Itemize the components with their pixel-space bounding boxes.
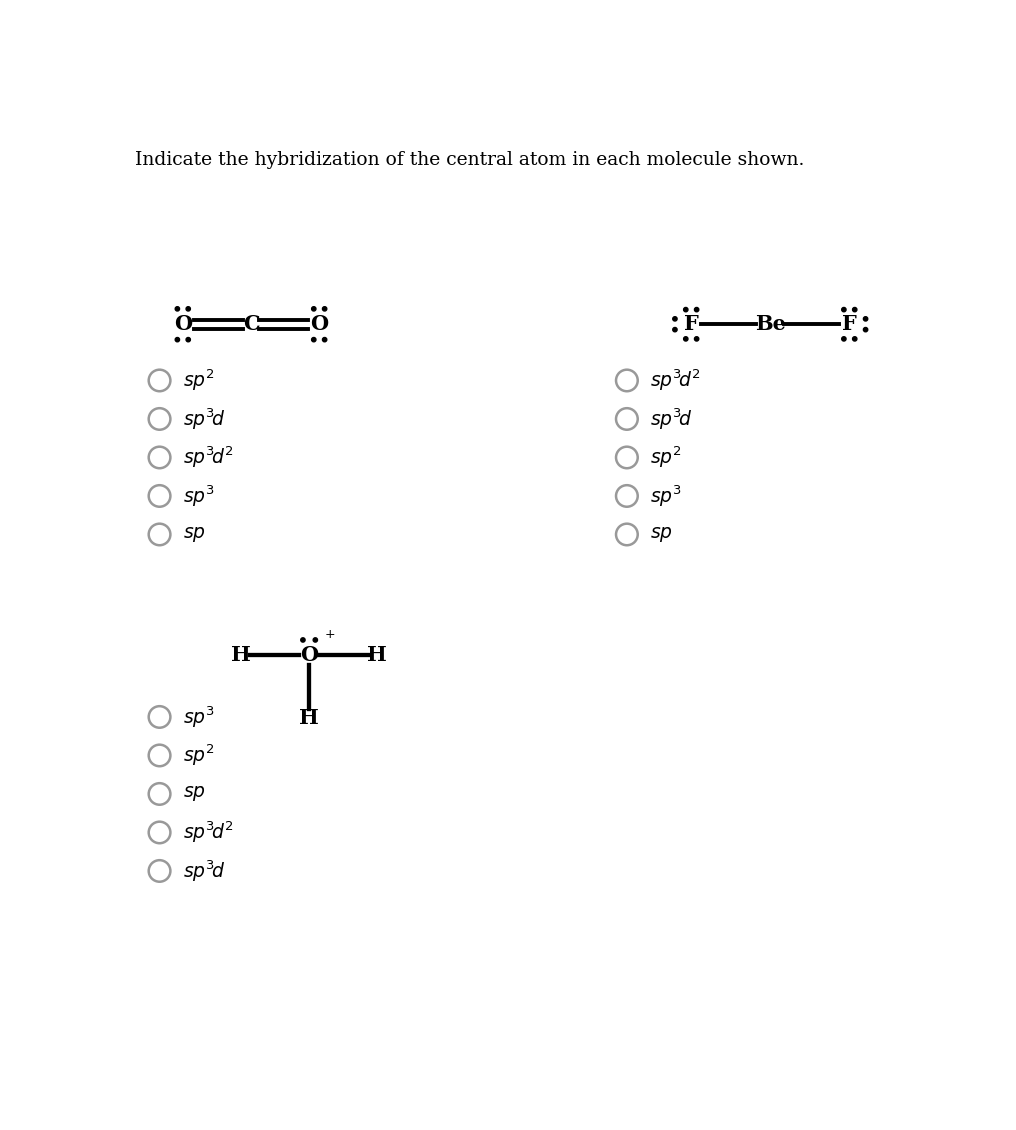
Circle shape xyxy=(864,316,868,321)
Text: $\it{sp}^3\!\it{d}^2$: $\it{sp}^3\!\it{d}^2$ xyxy=(650,367,701,393)
Circle shape xyxy=(313,637,317,642)
Text: $\it{sp}^3\!\it{d}$: $\it{sp}^3\!\it{d}$ xyxy=(650,406,693,432)
Text: $\it{sp}^2$: $\it{sp}^2$ xyxy=(183,367,214,393)
Text: Be: Be xyxy=(755,314,785,334)
Text: H: H xyxy=(231,645,251,666)
Circle shape xyxy=(673,328,677,332)
Text: $\it{sp}^3\!\it{d}$: $\it{sp}^3\!\it{d}$ xyxy=(183,858,226,884)
Circle shape xyxy=(322,338,327,341)
Circle shape xyxy=(684,307,688,312)
Text: $\it{sp}$: $\it{sp}$ xyxy=(650,525,673,544)
Text: Indicate the hybridization of the central atom in each molecule shown.: Indicate the hybridization of the centra… xyxy=(135,151,804,170)
Circle shape xyxy=(186,338,190,341)
Circle shape xyxy=(695,337,699,341)
Circle shape xyxy=(322,306,327,311)
Text: $\it{sp}$: $\it{sp}$ xyxy=(183,784,205,803)
Circle shape xyxy=(673,316,677,321)
Text: $\it{sp}^3\!\it{d}$: $\it{sp}^3\!\it{d}$ xyxy=(183,406,226,432)
Text: $\it{sp}^3\!\it{d}^2$: $\it{sp}^3\!\it{d}^2$ xyxy=(183,445,234,470)
Text: +: + xyxy=(325,628,335,641)
Circle shape xyxy=(175,338,180,341)
Text: O: O xyxy=(174,314,192,334)
Text: H: H xyxy=(368,645,387,666)
Circle shape xyxy=(864,328,868,332)
Text: C: C xyxy=(243,314,259,334)
Text: $\it{sp}^2$: $\it{sp}^2$ xyxy=(650,445,682,470)
Circle shape xyxy=(684,337,688,341)
Circle shape xyxy=(301,637,305,642)
Text: F: F xyxy=(842,314,856,334)
Text: O: O xyxy=(310,314,328,334)
Text: O: O xyxy=(300,645,318,666)
Text: $\it{sp}^3$: $\it{sp}^3$ xyxy=(183,704,214,730)
Text: $\it{sp}$: $\it{sp}$ xyxy=(183,525,205,544)
Circle shape xyxy=(841,307,846,312)
Circle shape xyxy=(852,307,856,312)
Circle shape xyxy=(852,337,856,341)
Text: $\it{sp}^2$: $\it{sp}^2$ xyxy=(183,742,214,768)
Text: $\it{sp}^3$: $\it{sp}^3$ xyxy=(650,484,682,508)
Circle shape xyxy=(175,306,180,311)
Text: $\it{sp}^3$: $\it{sp}^3$ xyxy=(183,484,214,508)
Circle shape xyxy=(841,337,846,341)
Circle shape xyxy=(186,306,190,311)
Text: H: H xyxy=(299,709,319,729)
Text: $\it{sp}^3\!\it{d}^2$: $\it{sp}^3\!\it{d}^2$ xyxy=(183,819,234,845)
Circle shape xyxy=(312,338,316,341)
Circle shape xyxy=(695,307,699,312)
Text: F: F xyxy=(684,314,699,334)
Circle shape xyxy=(312,306,316,311)
